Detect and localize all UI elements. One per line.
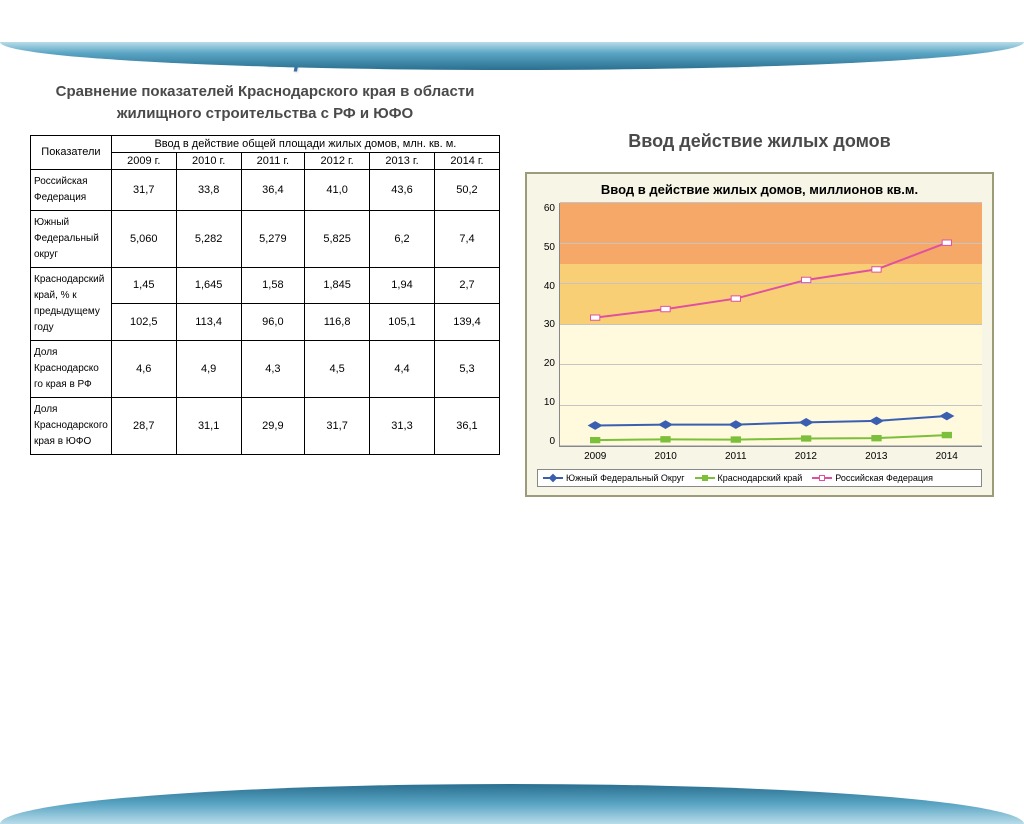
plot-canvas: 2009 2010 2011 2012 2013 2014: [559, 203, 982, 447]
th-year: 2011 г.: [241, 152, 305, 169]
row-label: Краснодарский край, % к предыдущему году: [31, 267, 112, 340]
right-column: Ввод действие жилых домов Ввод в действи…: [525, 81, 994, 497]
cell: 5,060: [111, 210, 176, 267]
cell: 113,4: [176, 304, 241, 341]
x-axis: 2009 2010 2011 2012 2013 2014: [560, 451, 982, 462]
legend-label: Российская Федерация: [835, 473, 933, 483]
cell: 31,1: [176, 397, 241, 454]
ytick: 50: [537, 242, 555, 253]
cell: 31,7: [111, 169, 176, 210]
cell: 43,6: [370, 169, 435, 210]
legend-swatch: [695, 477, 715, 479]
cell: 5,279: [241, 210, 305, 267]
th-year: 2014 г.: [434, 152, 499, 169]
ytick: 60: [537, 203, 555, 214]
cell: 105,1: [370, 304, 435, 341]
legend-swatch: [812, 477, 832, 479]
cell: 2,7: [434, 267, 499, 304]
cell: 6,2: [370, 210, 435, 267]
table-row: Доля Краснодарско го края в РФ 4,6 4,9 4…: [31, 340, 500, 397]
cell: 96,0: [241, 304, 305, 341]
cell: 116,8: [305, 304, 370, 341]
cell: 28,7: [111, 397, 176, 454]
cell: 41,0: [305, 169, 370, 210]
y-axis: 60 50 40 30 20 10 0: [537, 203, 559, 463]
cell: 4,5: [305, 340, 370, 397]
legend-item: Российская Федерация: [812, 473, 933, 483]
table-row: Южный Федеральный округ 5,060 5,282 5,27…: [31, 210, 500, 267]
left-column: Сравнение показателей Краснодарского кра…: [30, 81, 500, 497]
cell: 4,3: [241, 340, 305, 397]
xtick: 2009: [584, 451, 606, 462]
right-subtitle: Ввод действие жилых домов: [525, 131, 994, 152]
ytick: 20: [537, 358, 555, 369]
cell: 7,4: [434, 210, 499, 267]
legend-label: Южный Федеральный Округ: [566, 473, 685, 483]
bottom-decoration: [0, 784, 1024, 824]
cell: 4,4: [370, 340, 435, 397]
ytick: 10: [537, 397, 555, 408]
cell: 102,5: [111, 304, 176, 341]
cell: 139,4: [434, 304, 499, 341]
xtick: 2012: [795, 451, 817, 462]
row-label: Южный Федеральный округ: [31, 210, 112, 267]
cell: 5,3: [434, 340, 499, 397]
cell: 50,2: [434, 169, 499, 210]
table-row: Краснодарский край, % к предыдущему году…: [31, 267, 500, 304]
cell: 4,9: [176, 340, 241, 397]
legend-item: Краснодарский край: [695, 473, 803, 483]
ytick: 0: [537, 436, 555, 447]
table-row: Доля Краснодарского края в ЮФО 28,7 31,1…: [31, 397, 500, 454]
xtick: 2011: [725, 451, 747, 462]
cell: 31,7: [305, 397, 370, 454]
cell: 36,1: [434, 397, 499, 454]
row-label: Доля Краснодарско го края в РФ: [31, 340, 112, 397]
xtick: 2014: [936, 451, 958, 462]
legend-swatch: [543, 477, 563, 479]
th-year: 2009 г.: [111, 152, 176, 169]
cell: 4,6: [111, 340, 176, 397]
legend-label: Краснодарский край: [718, 473, 803, 483]
cell: 1,845: [305, 267, 370, 304]
cell: 1,645: [176, 267, 241, 304]
ytick: 30: [537, 319, 555, 330]
xtick: 2013: [865, 451, 887, 462]
left-subtitle: Сравнение показателей Краснодарского кра…: [30, 81, 500, 125]
cell: 33,8: [176, 169, 241, 210]
legend-item: Южный Федеральный Округ: [543, 473, 685, 483]
plot-area: 60 50 40 30 20 10 0 2009 2010 2011 2012 …: [537, 203, 982, 463]
chart-legend: Южный Федеральный Округ Краснодарский кр…: [537, 469, 982, 487]
th-year: 2010 г.: [176, 152, 241, 169]
content-area: Сравнение показателей Краснодарского кра…: [0, 73, 1024, 497]
table-row: Российская Федерация 31,7 33,8 36,4 41,0…: [31, 169, 500, 210]
cell: 31,3: [370, 397, 435, 454]
th-year: 2012 г.: [305, 152, 370, 169]
row-label: Доля Краснодарского края в ЮФО: [31, 397, 112, 454]
cell: 5,282: [176, 210, 241, 267]
cell: 1,94: [370, 267, 435, 304]
th-group: Ввод в действие общей площади жилых домо…: [111, 135, 499, 152]
data-table: Показатели Ввод в действие общей площади…: [30, 135, 500, 455]
cell: 5,825: [305, 210, 370, 267]
chart-container: Ввод в действие жилых домов, миллионов к…: [525, 172, 994, 497]
row-label: Российская Федерация: [31, 169, 112, 210]
cell: 1,58: [241, 267, 305, 304]
cell: 29,9: [241, 397, 305, 454]
cell: 36,4: [241, 169, 305, 210]
cell: 1,45: [111, 267, 176, 304]
th-indicator: Показатели: [31, 135, 112, 169]
chart-title: Ввод в действие жилых домов, миллионов к…: [537, 182, 982, 197]
xtick: 2010: [655, 451, 677, 462]
th-year: 2013 г.: [370, 152, 435, 169]
ytick: 40: [537, 281, 555, 292]
